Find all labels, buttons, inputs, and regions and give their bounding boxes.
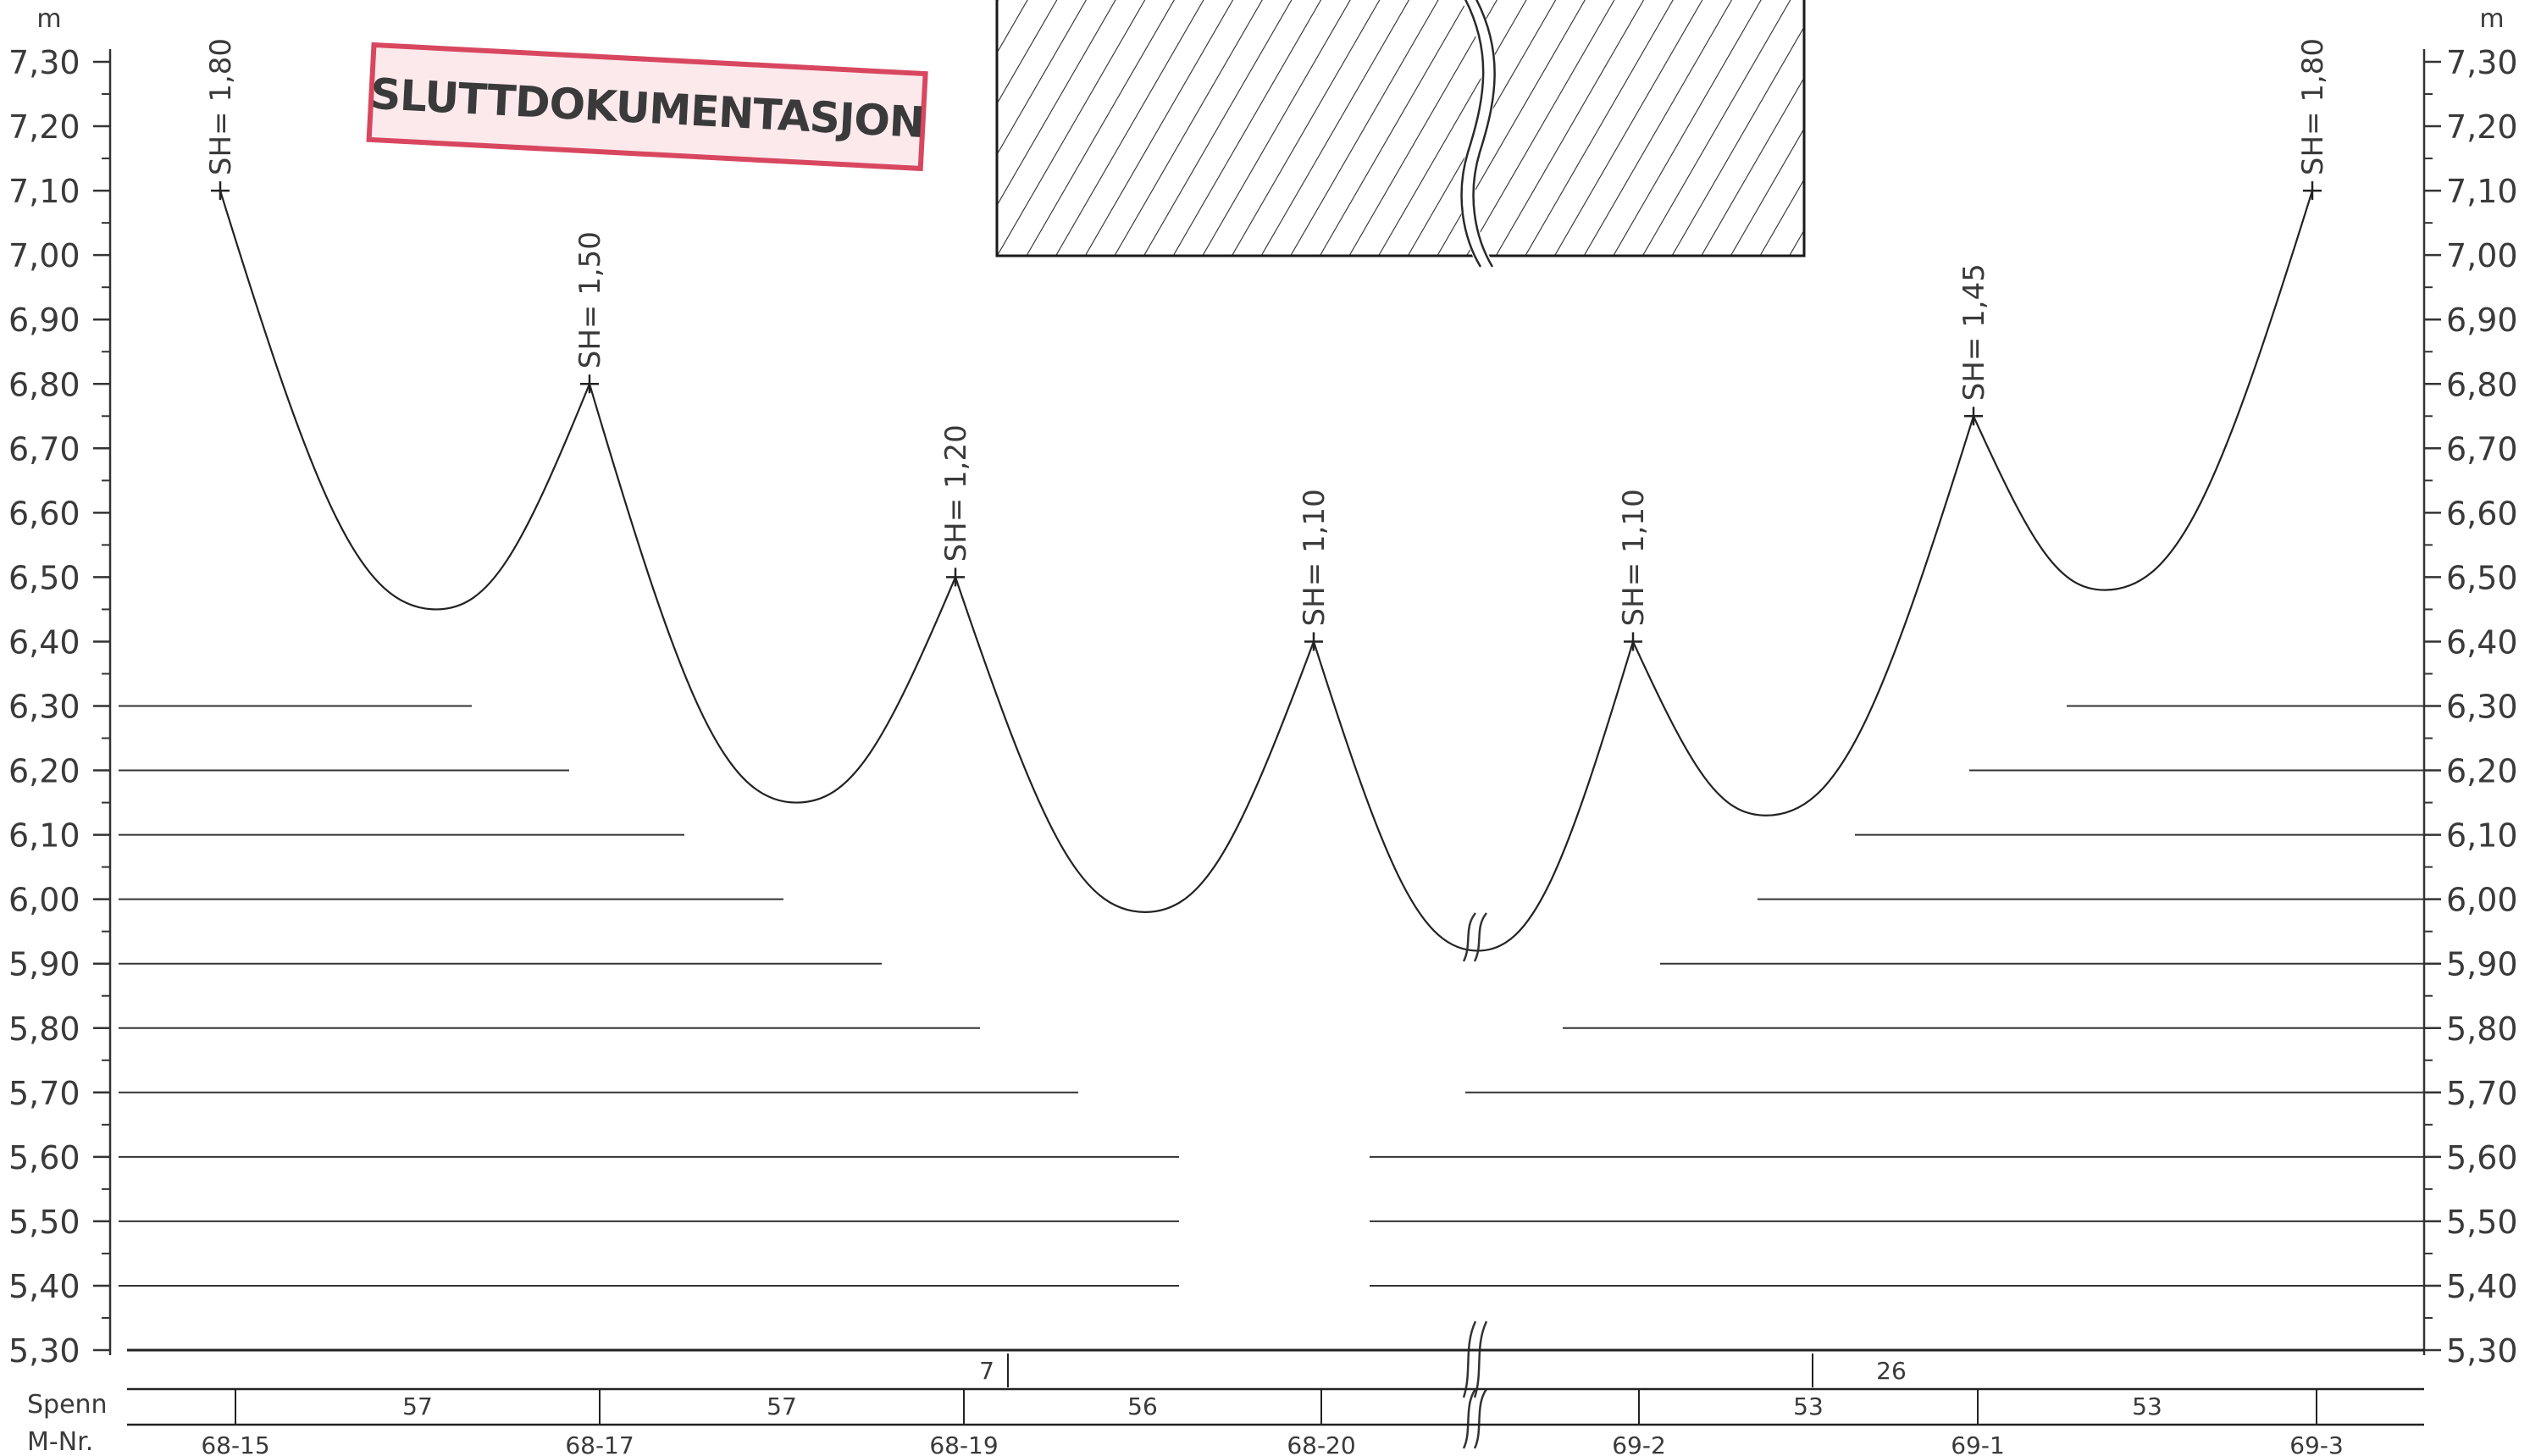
left-tick-label: 5,70: [8, 1075, 80, 1112]
right-tick-label: 5,40: [2446, 1268, 2518, 1305]
sag-curve: [1972, 190, 2314, 591]
span-table: Spenn M-Nr. 57 57 56 53 53 68-15 68-17 68-19 68…: [27, 1348, 2424, 1456]
row-label-mnr: M-Nr.: [27, 1427, 93, 1456]
right-tick-label: 6,40: [2446, 623, 2518, 661]
mast-id-label: 68-19: [929, 1431, 998, 1456]
mast-id-label: 68-20: [1287, 1431, 1355, 1456]
right-tick-label: 6,80: [2446, 366, 2518, 403]
right-tick-label: 6,90: [2446, 302, 2518, 339]
left-tick-label: 5,50: [8, 1204, 80, 1241]
sag-curve: [1632, 415, 1975, 817]
right-tick-label: 7,10: [2446, 173, 2518, 210]
left-tick-label: 6,30: [8, 689, 80, 726]
right-tick-label: 7,20: [2446, 108, 2518, 146]
left-axis: m 7,30 7,20 7,10 7,00 6,90 6,80 6,70 6,60 6,50 6,…: [8, 4, 112, 1370]
left-unit-label: m: [36, 4, 61, 34]
left-tick-label: 6,80: [8, 366, 80, 403]
break-symbol: [1462, 912, 1488, 1449]
right-tick-label: 7,30: [2446, 44, 2518, 81]
left-tick-label: 5,80: [8, 1010, 80, 1048]
left-tick-label: 7,20: [8, 108, 80, 146]
right-tick-label: 5,30: [2446, 1332, 2518, 1370]
left-tick-label: 5,30: [8, 1332, 80, 1370]
right-unit-label: m: [2479, 4, 2504, 34]
mast-id-label: 69-2: [1612, 1431, 1666, 1456]
right-tick-label: 6,70: [2446, 430, 2518, 468]
left-tick-label: 6,10: [8, 817, 80, 855]
right-tick-label: 6,50: [2446, 559, 2518, 596]
right-tick-label: 6,60: [2446, 495, 2518, 532]
left-tick-label: 7,30: [8, 44, 80, 81]
left-tick-label: 5,40: [8, 1268, 80, 1305]
row-label-spenn: Spenn: [27, 1390, 108, 1420]
right-tick-label: 5,90: [2446, 946, 2518, 983]
sag-curve: [954, 577, 1315, 913]
right-tick-label: 5,50: [2446, 1204, 2518, 1241]
right-tick-label: 5,80: [2446, 1010, 2518, 1048]
mast-sh-label: SH= 1,80: [2296, 38, 2330, 175]
right-tick-label: 6,20: [2446, 753, 2518, 790]
mast-sh-label: SH= 1,45: [1957, 263, 1991, 401]
span-length-label: 57: [402, 1392, 433, 1420]
extra-mark-left: 7: [979, 1357, 994, 1385]
right-tick-label: 7,00: [2446, 237, 2518, 274]
sag-curve: [588, 383, 957, 804]
right-tick-label: 6,10: [2446, 817, 2518, 855]
left-tick-label: 5,90: [8, 946, 80, 983]
mast-sh-label: SH= 1,80: [204, 38, 238, 175]
left-tick-label: 7,00: [8, 237, 80, 274]
mast-sh-label: SH= 1,20: [939, 424, 973, 562]
span-length-label: 53: [1793, 1392, 1824, 1420]
clearance-lines: [119, 705, 2424, 1287]
right-axis: m 7,30 7,20 7,10 7,00 6,90 6,80 6,70 6,60 6,50 6,…: [2422, 4, 2518, 1370]
left-tick-label: 5,60: [8, 1139, 80, 1176]
mast-sh-label: SH= 1,10: [1298, 489, 1331, 626]
sag-curve: [1312, 641, 1635, 952]
left-tick-label: 6,60: [8, 495, 80, 532]
mast-sh-label: SH= 1,50: [573, 231, 607, 368]
mast-id-label: 68-17: [565, 1431, 634, 1456]
mast-id-label: 68-15: [201, 1431, 269, 1456]
span-length-label: 57: [767, 1392, 797, 1420]
left-tick-label: 6,70: [8, 430, 80, 468]
left-tick-label: 6,40: [8, 623, 80, 661]
left-tick-label: 6,50: [8, 559, 80, 596]
mast-id-label: 69-3: [2289, 1431, 2344, 1456]
left-tick-label: 7,10: [8, 173, 80, 210]
right-tick-label: 6,30: [2446, 689, 2518, 726]
masts: SH= 1,80 SH= 1,50 SH= 1,20 SH= 1,10 SH= 1,10…: [204, 38, 2330, 651]
span-length-label: 56: [1127, 1392, 1158, 1420]
left-tick-label: 6,00: [8, 882, 80, 919]
right-tick-label: 5,70: [2446, 1075, 2518, 1112]
sag-curve: [219, 190, 591, 611]
hatched-structure: [995, 0, 1806, 271]
sluttdokumentasjon-stamp: SLUTTDOKUMENTASJON: [366, 42, 928, 172]
right-tick-label: 5,60: [2446, 1139, 2518, 1176]
extra-mark-right: 26: [1876, 1357, 1907, 1385]
mast-sh-label: SH= 1,10: [1617, 489, 1651, 626]
mast-id-label: 69-1: [1951, 1431, 2005, 1456]
span-length-label: 53: [2132, 1392, 2162, 1420]
left-tick-label: 6,20: [8, 753, 80, 790]
catenary-curves: [219, 190, 2314, 952]
left-tick-label: 6,90: [8, 302, 80, 339]
right-tick-label: 6,00: [2446, 882, 2518, 919]
